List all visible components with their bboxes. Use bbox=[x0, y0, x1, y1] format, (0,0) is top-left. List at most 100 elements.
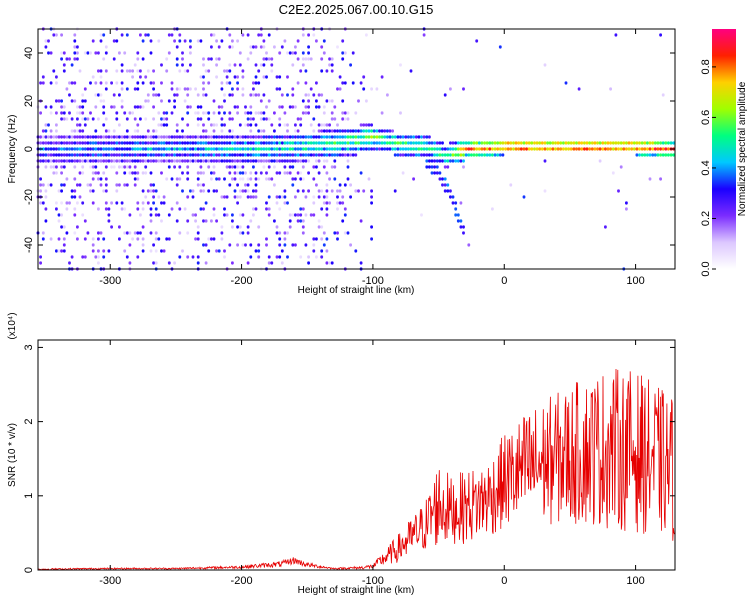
heatmap-cell bbox=[241, 231, 245, 235]
heatmap-cell bbox=[320, 249, 324, 253]
heatmap-cell bbox=[55, 75, 58, 79]
heatmap-cell bbox=[60, 99, 63, 103]
heatmap-cell bbox=[178, 39, 182, 43]
heatmap-cell bbox=[322, 123, 326, 127]
heatmap-cell bbox=[73, 189, 77, 193]
heatmap-cell bbox=[70, 141, 74, 145]
heatmap-cell bbox=[136, 51, 140, 55]
heatmap-cell bbox=[412, 141, 415, 145]
heatmap-cell bbox=[322, 165, 326, 169]
heatmap-cell bbox=[328, 177, 331, 181]
heatmap-cell bbox=[167, 261, 171, 265]
heatmap-cell bbox=[175, 57, 179, 61]
heatmap-cell bbox=[349, 183, 352, 187]
heatmap-cell bbox=[299, 123, 303, 127]
heatmap-cell bbox=[162, 153, 166, 157]
heatmap-cell bbox=[175, 201, 179, 205]
heatmap-cell bbox=[65, 207, 69, 211]
heatmap-cell bbox=[341, 141, 345, 145]
heatmap-cell bbox=[60, 57, 63, 61]
heatmap-cell bbox=[393, 153, 397, 157]
y-tick-label: 3 bbox=[23, 344, 35, 350]
heatmap-cell bbox=[653, 153, 657, 157]
heatmap-cell bbox=[160, 99, 163, 103]
heatmap-cell bbox=[207, 69, 211, 73]
heatmap-cell bbox=[446, 165, 450, 169]
heatmap-cell bbox=[144, 171, 148, 175]
heatmap-cell bbox=[91, 153, 95, 157]
bottom-x-ticks: -300 -200 -100 0 100 bbox=[99, 340, 645, 587]
heatmap-cell bbox=[422, 147, 426, 151]
heatmap-cell bbox=[619, 147, 623, 151]
heatmap-cell bbox=[322, 39, 326, 43]
heatmap-cell bbox=[322, 231, 326, 235]
heatmap-cell bbox=[548, 141, 552, 145]
heatmap-cell bbox=[73, 141, 77, 145]
heatmap-cell bbox=[365, 129, 368, 133]
heatmap-cell bbox=[262, 117, 266, 121]
heatmap-cell bbox=[181, 159, 184, 163]
heatmap-cell bbox=[181, 63, 184, 67]
heatmap-cell bbox=[217, 45, 221, 49]
heatmap-cell bbox=[259, 33, 263, 37]
heatmap-cell bbox=[522, 141, 526, 145]
heatmap-cell bbox=[661, 153, 665, 157]
heatmap-cell bbox=[252, 159, 255, 163]
heatmap-cell bbox=[39, 201, 42, 205]
heatmap-cell bbox=[493, 147, 497, 151]
heatmap-cell bbox=[317, 159, 321, 163]
heatmap-cell bbox=[288, 225, 292, 229]
heatmap-cell bbox=[470, 141, 473, 145]
heatmap-cell bbox=[44, 219, 48, 223]
heatmap-cell bbox=[99, 183, 103, 187]
heatmap-cell bbox=[325, 195, 329, 199]
heatmap-cell bbox=[136, 129, 140, 133]
heatmap-cell bbox=[110, 105, 113, 109]
heatmap-cell bbox=[275, 75, 279, 79]
heatmap-cell bbox=[672, 153, 676, 157]
heatmap-cell bbox=[186, 111, 190, 115]
heatmap-cell bbox=[60, 225, 63, 229]
heatmap-cell bbox=[567, 141, 570, 145]
heatmap-cell bbox=[346, 129, 350, 133]
heatmap-cell bbox=[435, 141, 439, 145]
heatmap-cell bbox=[475, 141, 479, 145]
heatmap-cell bbox=[225, 195, 229, 199]
heatmap-cell bbox=[375, 129, 379, 133]
heatmap-cell bbox=[57, 135, 61, 139]
heatmap-cell bbox=[97, 207, 100, 211]
heatmap-cell bbox=[60, 183, 63, 187]
heatmap-cell bbox=[73, 165, 77, 169]
heatmap-cell bbox=[265, 243, 268, 247]
heatmap-cell bbox=[236, 153, 239, 157]
heatmap-cell bbox=[62, 51, 66, 55]
heatmap-cell bbox=[81, 159, 85, 163]
heatmap-cell bbox=[99, 159, 103, 163]
heatmap-cell bbox=[422, 33, 426, 37]
heatmap-cell bbox=[73, 207, 77, 211]
heatmap-cell bbox=[189, 51, 192, 55]
heatmap-cell bbox=[91, 117, 95, 121]
heatmap-cell bbox=[76, 105, 79, 109]
heatmap-cell bbox=[55, 123, 58, 127]
heatmap-cell bbox=[212, 135, 216, 139]
heatmap-cell bbox=[68, 261, 71, 265]
heatmap-cell bbox=[220, 117, 224, 121]
heatmap-cell bbox=[346, 153, 350, 157]
heatmap-cell bbox=[118, 153, 121, 157]
heatmap-cell bbox=[47, 147, 50, 151]
heatmap-cell bbox=[76, 129, 79, 133]
heatmap-cell bbox=[267, 57, 271, 61]
heatmap-cell bbox=[128, 171, 132, 175]
heatmap-cell bbox=[388, 135, 392, 139]
heatmap-cell bbox=[283, 171, 287, 175]
heatmap-cell bbox=[354, 135, 358, 139]
heatmap-cell bbox=[454, 159, 458, 163]
heatmap-cell bbox=[330, 117, 334, 121]
heatmap-cell bbox=[252, 141, 255, 145]
heatmap-cell bbox=[149, 153, 153, 157]
heatmap-cell bbox=[380, 111, 384, 115]
heatmap-cell bbox=[89, 189, 92, 193]
heatmap-cell bbox=[301, 159, 305, 163]
heatmap-cell bbox=[301, 111, 305, 115]
